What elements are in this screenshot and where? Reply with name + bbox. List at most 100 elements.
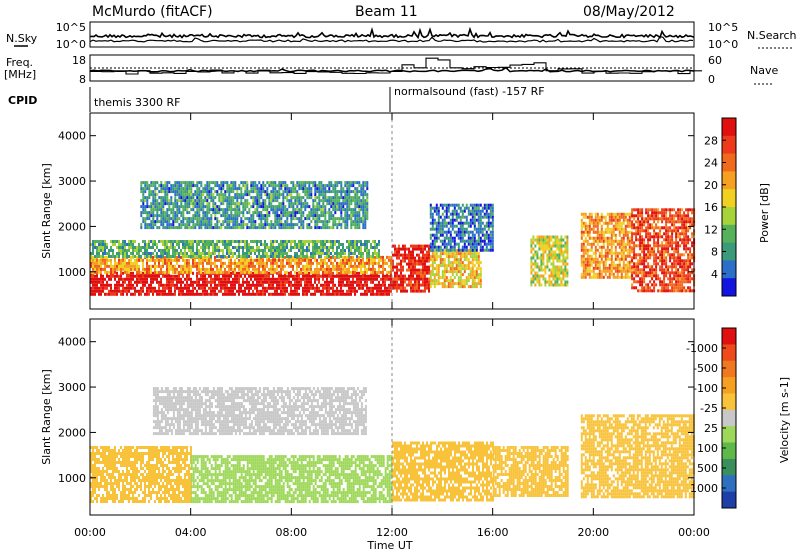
- data-cell-region-6: [485, 242, 488, 246]
- data-cell-region-6: [467, 239, 470, 243]
- data-cell-region-1: [232, 261, 234, 265]
- data-cell-region-2: [154, 249, 156, 252]
- data-cell-region-0: [346, 289, 348, 293]
- data-cell-region-3: [328, 196, 331, 200]
- data-cell-region-3: [264, 184, 267, 188]
- data-cell-region-3: [204, 190, 207, 194]
- data-cell-region-0: [364, 289, 366, 293]
- data-cell-region-2: [320, 255, 322, 258]
- data-cell-region-4: [412, 250, 414, 254]
- data-cell-region-1: [142, 264, 144, 268]
- data-cell-region-1: [168, 267, 170, 271]
- data-cell-region-3: [262, 181, 265, 185]
- data-cell-region-0: [342, 292, 344, 296]
- data-cell-region-0: [266, 280, 268, 284]
- data-cell-region-0: [176, 277, 178, 281]
- data-cell-region-2: [124, 240, 126, 243]
- data-cell-region-3: [336, 199, 339, 203]
- data-cell-region-2: [216, 249, 218, 252]
- data-cell-region-2: [264, 255, 266, 258]
- data-cell-region-1: [104, 267, 106, 271]
- data-cell-region-1: [100, 270, 102, 274]
- data-cell-region-3: [158, 184, 161, 188]
- data-cell-region-2: [120, 249, 122, 252]
- data-cell-region-8: [584, 215, 587, 219]
- data-cell-region-3: [156, 202, 159, 206]
- data-cell-region-2: [234, 246, 236, 249]
- data-cell-region-3: [160, 205, 163, 209]
- data-cell-region-1: [308, 261, 310, 265]
- data-cell-region-0: [288, 283, 290, 287]
- data-cell-region-7: [540, 256, 543, 260]
- data-cell-region-6: [461, 212, 464, 216]
- data-cell-region-0: [252, 274, 254, 278]
- data-cell-region-3: [254, 226, 257, 230]
- data-cell-region-4: [392, 265, 394, 269]
- data-cell-region-6: [491, 245, 494, 249]
- data-cell-region-0: [220, 277, 222, 281]
- data-cell-region-2: [254, 252, 256, 255]
- data-cell-region-3: [290, 181, 293, 185]
- data-cell-region-0: [340, 277, 342, 281]
- data-cell-region-2: [158, 240, 160, 243]
- data-cell-region-7: [566, 250, 569, 254]
- data-cell-region-7: [564, 250, 567, 254]
- data-cell-region-1: [368, 261, 370, 265]
- data-cell-region-7: [536, 241, 539, 245]
- data-cell-region-3: [250, 181, 253, 185]
- data-cell-region-6: [443, 221, 446, 225]
- data-cell-region-2: [354, 246, 356, 249]
- data-cell-region-0: [260, 274, 262, 278]
- data-cell-region-3: [336, 208, 339, 212]
- data-cell-region-4: [418, 283, 420, 287]
- data-cell-region-4: [428, 256, 430, 260]
- data-cell-region-2: [312, 246, 314, 249]
- data-cell-region-1: [340, 261, 342, 265]
- data-cell-region-4: [406, 262, 408, 266]
- data-cell-region-3: [206, 217, 209, 221]
- data-cell-region-1: [124, 270, 126, 274]
- data-cell-region-2: [100, 249, 102, 252]
- data-cell-region-3: [198, 193, 201, 197]
- data-cell-region-0: [94, 283, 96, 287]
- data-cell-region-1: [136, 267, 138, 271]
- data-cell-region-2: [340, 249, 342, 252]
- data-cell-region-5: [435, 264, 438, 268]
- data-cell-region-3: [182, 223, 185, 227]
- data-cell-region-1: [190, 264, 192, 268]
- data-cell-region-2: [234, 240, 236, 243]
- data-cell-region-6: [459, 230, 462, 234]
- data-cell-region-3: [264, 202, 267, 206]
- data-cell-region-3: [294, 199, 297, 203]
- data-cell-region-1: [142, 261, 144, 265]
- data-cell-region-3: [166, 193, 169, 197]
- data-cell-region-3: [366, 208, 369, 212]
- data-cell-region-2: [350, 240, 352, 243]
- data-cell-region-3: [354, 202, 357, 206]
- data-cell-region-6: [447, 242, 450, 246]
- data-cell-region-3: [254, 196, 257, 200]
- data-cell-region-3: [318, 202, 321, 206]
- data-cell-region-7: [540, 253, 543, 257]
- data-cell-region-2: [122, 243, 124, 246]
- data-cell-region-3: [156, 199, 159, 203]
- data-cell-region-3: [318, 208, 321, 212]
- data-cell-region-4: [422, 265, 424, 269]
- data-cell-region-4: [404, 250, 406, 254]
- data-cell-region-1: [270, 264, 272, 268]
- data-cell-region-4: [410, 244, 412, 248]
- data-cell-region-0: [356, 274, 358, 278]
- data-cell-region-1: [320, 258, 322, 262]
- data-cell-region-3: [240, 181, 243, 185]
- data-cell-region-1: [326, 264, 328, 268]
- data-cell-region-1: [248, 264, 250, 268]
- data-cell-region-1: [92, 258, 94, 262]
- data-cell-region-5: [433, 258, 436, 262]
- data-cell-region-4: [402, 265, 404, 269]
- data-cell-region-4: [424, 271, 426, 275]
- data-cell-region-1: [154, 264, 156, 268]
- data-cell-region-6: [447, 221, 450, 225]
- data-cell-region-1: [346, 261, 348, 265]
- data-cell-region-2: [198, 255, 200, 258]
- data-cell-region-2: [226, 246, 228, 249]
